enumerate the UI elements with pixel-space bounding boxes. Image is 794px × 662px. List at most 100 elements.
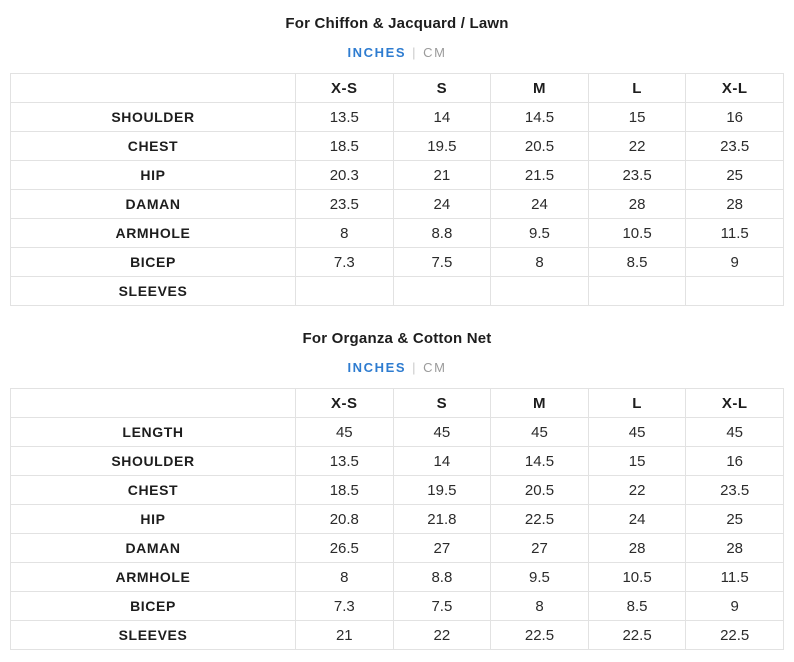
measurement-value-cell: 24	[392, 189, 492, 219]
measurement-value-cell: 11.5	[685, 218, 784, 248]
table-row: DAMAN 23.5 24 24 28 28	[10, 189, 784, 219]
measurement-value-cell: 21.5	[490, 160, 589, 190]
table-row: BICEP 7.3 7.5 8 8.5 9	[10, 591, 784, 621]
size-column-header: S	[392, 73, 492, 103]
size-chart-section-organza: For Organza & Cotton Net INCHES | CM X-S S M…	[0, 329, 794, 650]
measurement-value-cell: 28	[587, 189, 687, 219]
measurement-value-cell: 24	[587, 504, 687, 534]
measurement-value-cell: 25	[685, 160, 784, 190]
measurement-value-cell: 8	[295, 218, 394, 248]
measurement-value-cell: 25	[685, 504, 784, 534]
measurement-row-label: BICEP	[10, 247, 296, 277]
measurement-value-cell: 24	[490, 189, 589, 219]
inches-toggle-button[interactable]: INCHES	[347, 360, 407, 375]
measurement-value-cell: 8	[490, 591, 589, 621]
section-title-chiffon: For Chiffon & Jacquard / Lawn	[285, 15, 509, 32]
unit-toggle-separator: |	[412, 360, 418, 375]
unit-toggle: INCHES | CM	[0, 44, 794, 62]
measurement-value-cell: 23.5	[685, 475, 784, 505]
measurement-value-cell: 22.5	[685, 620, 784, 650]
measurement-value-cell: 7.3	[295, 591, 394, 621]
measurement-value-cell: 19.5	[392, 131, 492, 161]
measurement-value-cell: 9	[685, 247, 784, 277]
measurement-value-cell: 22	[587, 131, 687, 161]
table-row: BICEP 7.3 7.5 8 8.5 9	[10, 247, 784, 277]
measurement-value-cell: 22	[587, 475, 687, 505]
measurement-value-cell: 26.5	[295, 533, 394, 563]
measurement-value-cell: 8.5	[587, 247, 687, 277]
measurement-value-cell: 9	[685, 591, 784, 621]
measurement-row-label: ARMHOLE	[10, 562, 296, 592]
table-row: HIP 20.3 21 21.5 23.5 25	[10, 160, 784, 190]
measurement-value-cell: 16	[685, 446, 784, 476]
measurement-value-cell: 45	[587, 417, 687, 447]
measurement-value-cell: 21.8	[392, 504, 492, 534]
measurement-value-cell: 45	[295, 417, 394, 447]
measurement-value-cell: 8.8	[392, 218, 492, 248]
table-row: ARMHOLE 8 8.8 9.5 10.5 11.5	[10, 218, 784, 248]
measurement-value-cell: 45	[392, 417, 492, 447]
measurement-row-label: HIP	[10, 504, 296, 534]
corner-cell	[10, 388, 296, 418]
table-row: ARMHOLE 8 8.8 9.5 10.5 11.5	[10, 562, 784, 592]
measurement-row-label: SHOULDER	[10, 446, 296, 476]
measurement-value-cell: 19.5	[392, 475, 492, 505]
measurement-value-cell: 22.5	[587, 620, 687, 650]
measurement-value-cell: 22	[392, 620, 492, 650]
inches-toggle-button[interactable]: INCHES	[347, 45, 407, 60]
size-column-header: M	[490, 388, 589, 418]
measurement-value-cell	[685, 276, 784, 306]
measurement-value-cell: 21	[392, 160, 492, 190]
measurement-value-cell: 20.3	[295, 160, 394, 190]
measurement-value-cell: 13.5	[295, 102, 394, 132]
measurement-value-cell: 27	[392, 533, 492, 563]
size-column-header: M	[490, 73, 589, 103]
table-row: LENGTH 45 45 45 45 45	[10, 417, 784, 447]
table-row: SHOULDER 13.5 14 14.5 15 16	[10, 446, 784, 476]
measurement-row-label: SHOULDER	[10, 102, 296, 132]
measurement-value-cell: 14	[392, 102, 492, 132]
measurement-value-cell: 27	[490, 533, 589, 563]
measurement-value-cell: 28	[587, 533, 687, 563]
measurement-value-cell: 7.5	[392, 247, 492, 277]
measurement-value-cell: 7.3	[295, 247, 394, 277]
cm-toggle-button[interactable]: CM	[423, 45, 447, 60]
table-row: DAMAN 26.5 27 27 28 28	[10, 533, 784, 563]
measurement-value-cell: 23.5	[295, 189, 394, 219]
measurement-value-cell: 23.5	[685, 131, 784, 161]
measurement-row-label: HIP	[10, 160, 296, 190]
measurement-row-label: DAMAN	[10, 189, 296, 219]
size-table-chiffon: X-S S M L X-L SHOULDER 13.5 14 14.5 15 16 CHEST 18.5…	[10, 73, 784, 306]
size-column-header: X-S	[295, 73, 394, 103]
measurement-value-cell: 15	[587, 446, 687, 476]
table-row: SLEEVES 21 22 22.5 22.5 22.5	[10, 620, 784, 650]
size-column-header: X-L	[685, 388, 784, 418]
measurement-value-cell	[295, 276, 394, 306]
measurement-value-cell: 28	[685, 189, 784, 219]
size-column-header: S	[392, 388, 492, 418]
table-row: CHEST 18.5 19.5 20.5 22 23.5	[10, 475, 784, 505]
measurement-value-cell: 18.5	[295, 475, 394, 505]
table-row: HIP 20.8 21.8 22.5 24 25	[10, 504, 784, 534]
cm-toggle-button[interactable]: CM	[423, 360, 447, 375]
measurement-row-label: ARMHOLE	[10, 218, 296, 248]
measurement-value-cell: 20.5	[490, 131, 589, 161]
measurement-value-cell: 14.5	[490, 446, 589, 476]
measurement-row-label: CHEST	[10, 131, 296, 161]
measurement-value-cell: 8	[295, 562, 394, 592]
measurement-value-cell: 15	[587, 102, 687, 132]
measurement-value-cell	[392, 276, 492, 306]
size-header-row: X-S S M L X-L	[10, 388, 784, 418]
measurement-row-label: CHEST	[10, 475, 296, 505]
section-title-organza: For Organza & Cotton Net	[302, 330, 492, 347]
measurement-value-cell: 45	[685, 417, 784, 447]
measurement-value-cell	[587, 276, 687, 306]
measurement-value-cell: 8	[490, 247, 589, 277]
size-column-header: L	[587, 73, 687, 103]
measurement-value-cell: 11.5	[685, 562, 784, 592]
size-header-row: X-S S M L X-L	[10, 73, 784, 103]
measurement-value-cell: 21	[295, 620, 394, 650]
measurement-row-label: LENGTH	[10, 417, 296, 447]
measurement-value-cell: 8.5	[587, 591, 687, 621]
